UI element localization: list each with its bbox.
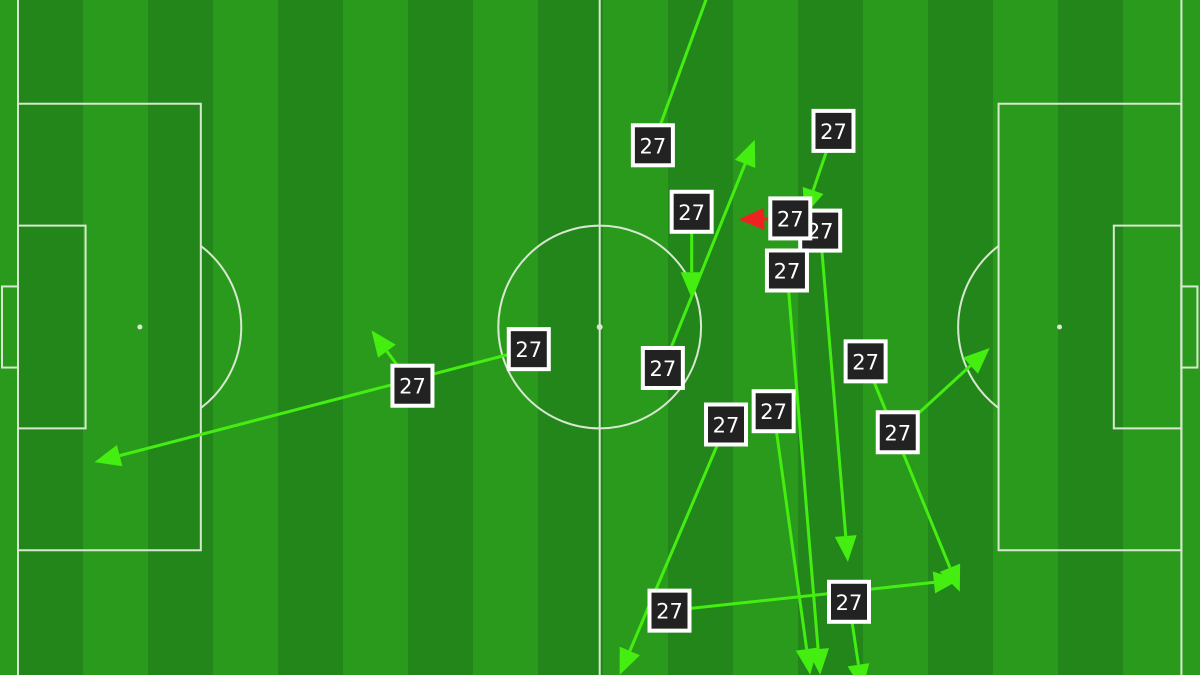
penalty-arc-left <box>200 245 243 409</box>
player-number: 27 <box>820 120 847 144</box>
player-number: 27 <box>836 591 863 615</box>
player-marker-inner <box>879 414 916 451</box>
pass-arrowhead <box>932 571 960 594</box>
pass-arrowhead <box>94 444 123 467</box>
player-marker-inner <box>772 200 809 237</box>
pass-arrowhead <box>795 647 818 675</box>
player-marker-inner <box>815 112 852 149</box>
penalty-arc-right <box>957 245 1000 409</box>
player-number: 27 <box>774 259 801 283</box>
pass-arrowhead <box>371 330 396 358</box>
penalty-spot-left <box>137 324 143 330</box>
player-number: 27 <box>713 414 740 438</box>
six-yard-box-left <box>17 224 87 430</box>
player-number: 27 <box>884 421 911 445</box>
player-marker-inner <box>644 349 681 386</box>
pass-line <box>628 423 728 652</box>
six-yard-box-right <box>1112 224 1183 430</box>
pass-line <box>651 0 708 146</box>
penalty-area-left <box>17 102 202 552</box>
player-number: 27 <box>678 201 705 225</box>
player-number: 27 <box>760 400 787 424</box>
pass-arrowhead <box>834 535 857 562</box>
player-number: 27 <box>852 350 879 374</box>
penalty-area-right <box>997 102 1183 552</box>
player-marker-inner <box>831 583 867 620</box>
pass-line <box>818 230 848 537</box>
center-circle <box>497 224 703 430</box>
pass-line <box>661 163 747 369</box>
pass-arrowhead <box>963 348 990 374</box>
player-number: 27 <box>656 600 683 624</box>
pass-arrowhead <box>734 139 756 168</box>
player-number: 27 <box>399 375 426 399</box>
player-marker-inner <box>755 393 792 430</box>
center-spot <box>596 324 603 330</box>
player-number: 27 <box>649 357 676 381</box>
player-number: 27 <box>515 338 542 362</box>
player-number: 27 <box>640 134 667 158</box>
pass-line <box>785 270 820 650</box>
pass-line <box>772 411 809 650</box>
goal-left <box>1 285 19 369</box>
pass-line <box>119 347 530 458</box>
penalty-spot-right <box>1057 324 1063 330</box>
player-marker-inner <box>847 343 884 380</box>
pass-line <box>864 360 952 569</box>
pass-arrowhead <box>680 272 703 299</box>
pass-line <box>669 580 935 613</box>
player-marker-inner <box>651 592 688 629</box>
pass-arrowhead <box>847 663 870 675</box>
player-marker-inner <box>510 331 547 368</box>
player-marker-inner <box>634 127 671 164</box>
player-marker-inner <box>708 406 745 443</box>
pass-arrowhead <box>619 646 640 675</box>
player-marker-inner <box>673 193 710 230</box>
player-marker-inner <box>768 252 805 289</box>
player-number: 27 <box>777 207 804 231</box>
pass-arrowhead <box>738 207 765 230</box>
goal-right <box>1180 285 1199 369</box>
player-marker-inner <box>394 367 431 404</box>
